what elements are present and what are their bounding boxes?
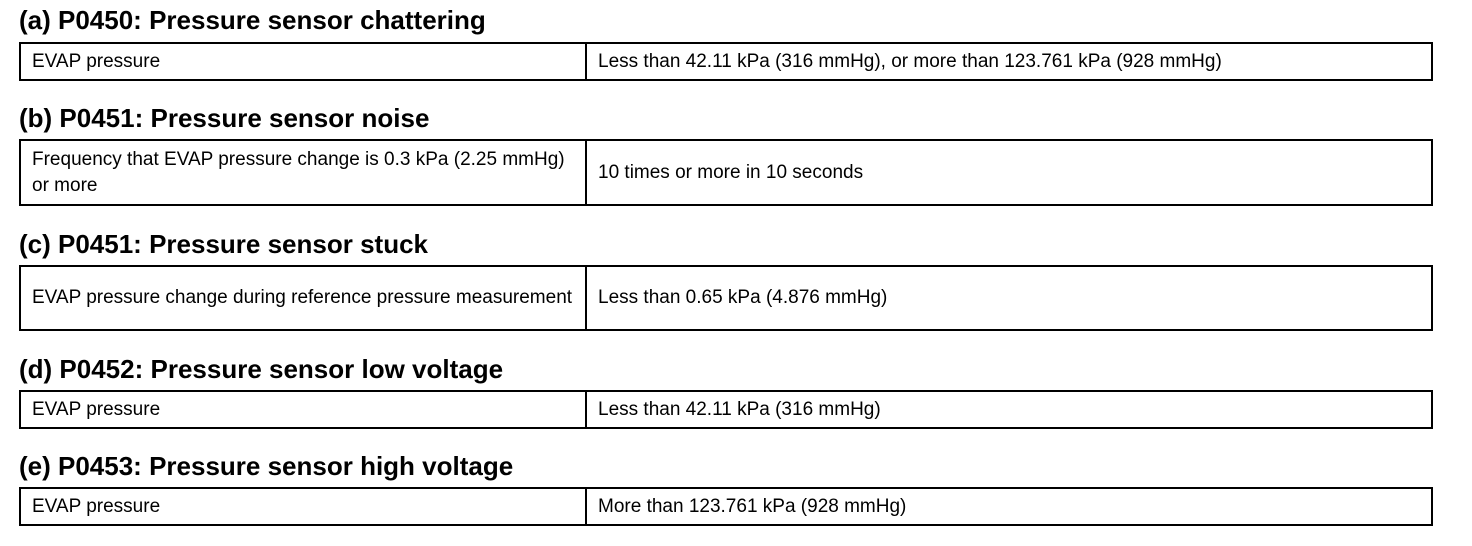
section-title: (c) P0451: Pressure sensor stuck — [19, 229, 428, 259]
section-title: (d) P0452: Pressure sensor low voltage — [19, 354, 504, 384]
condition-table: Frequency that EVAP pressure change is 0… — [19, 139, 1433, 206]
section-title: (b) P0451: Pressure sensor noise — [19, 103, 430, 133]
parameter-cell: EVAP pressure change during reference pr… — [21, 267, 587, 329]
condition-table: EVAP pressure Less than 42.11 kPa (316 mm… — [19, 42, 1433, 81]
parameter-cell: EVAP pressure — [21, 392, 587, 427]
threshold-cell: 10 times or more in 10 seconds — [598, 161, 864, 183]
condition-table: EVAP pressure Less than 42.11 kPa (316 mm… — [19, 390, 1433, 429]
condition-table: EVAP pressure change during reference pr… — [19, 265, 1433, 331]
section-title: (a) P0450: Pressure sensor chattering — [19, 5, 486, 35]
parameter-cell: EVAP pressure — [21, 44, 587, 79]
threshold-cell: Less than 42.11 kPa (316 mmHg), or more … — [598, 50, 1222, 72]
parameter-cell: EVAP pressure — [21, 489, 587, 524]
parameter-cell: Frequency that EVAP pressure change is 0… — [21, 141, 587, 204]
condition-table: EVAP pressure More than 123.761 kPa (928 … — [19, 487, 1433, 526]
threshold-cell: More than 123.761 kPa (928 mmHg) — [598, 495, 907, 517]
threshold-cell: Less than 0.65 kPa (4.876 mmHg) — [598, 287, 888, 308]
section-title: (e) P0453: Pressure sensor high voltage — [19, 451, 514, 481]
threshold-cell: Less than 42.11 kPa (316 mmHg) — [598, 398, 881, 420]
